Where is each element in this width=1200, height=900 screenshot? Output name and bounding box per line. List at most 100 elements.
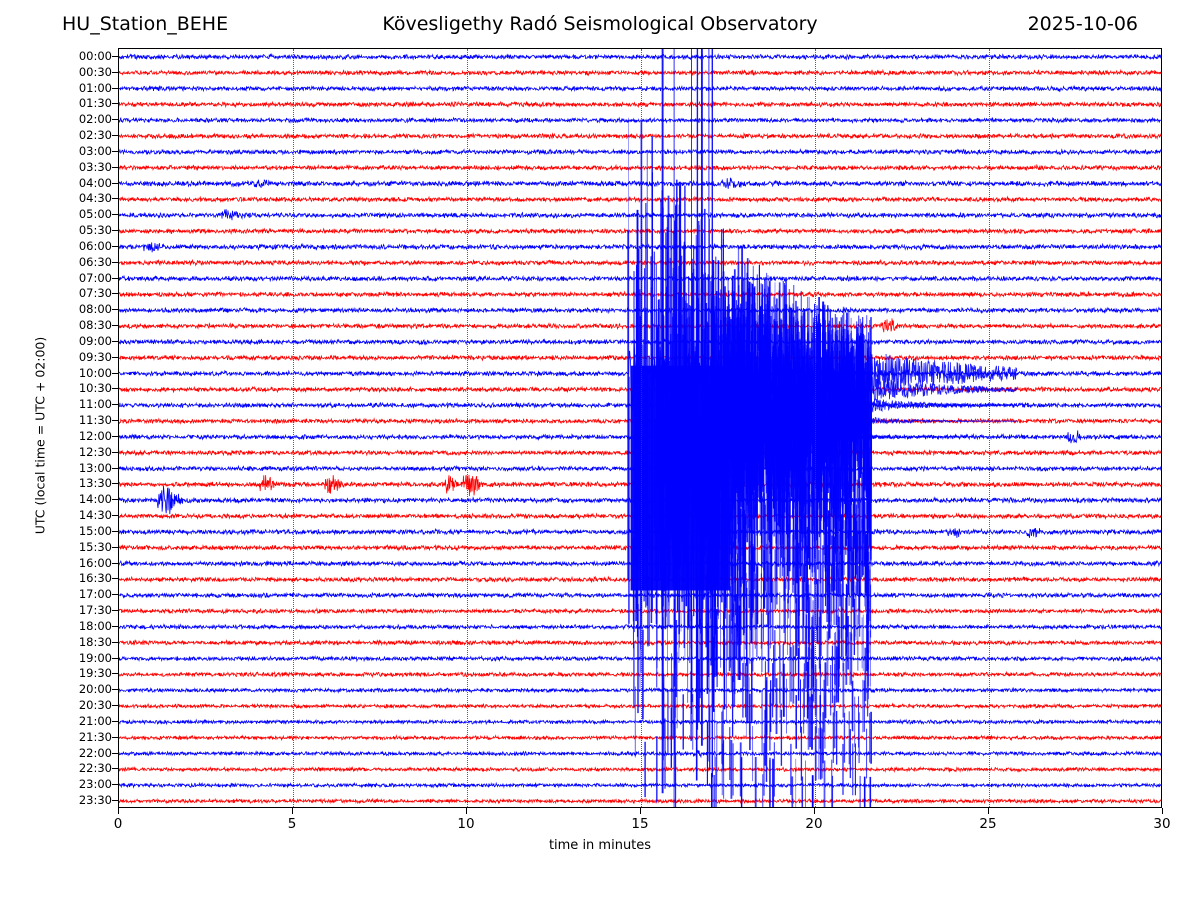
- x-tick-mark-20: [814, 808, 815, 814]
- y-tick-mark-30: [112, 530, 119, 532]
- trace-2030: [119, 702, 1161, 710]
- y-tick-mark-12: [112, 245, 119, 247]
- y-tick-1630: 16:30: [78, 571, 112, 586]
- y-axis-title: UTC (local time = UTC + 02:00): [32, 336, 48, 535]
- y-tick-2030: 20:30: [78, 698, 112, 713]
- y-tick-1600: 16:00: [78, 555, 112, 570]
- x-tick-mark-30: [1162, 808, 1163, 814]
- y-tick-2000: 20:00: [78, 682, 112, 697]
- coda-2: [724, 336, 1017, 477]
- y-tick-mark-20: [112, 372, 119, 374]
- trace-2000: [119, 686, 1161, 694]
- x-tick-mark-5: [292, 808, 293, 814]
- y-tick-mark-8: [112, 182, 119, 184]
- y-tick-1900: 19:00: [78, 650, 112, 665]
- trace-2130: [119, 734, 1161, 742]
- y-tick-0530: 05:30: [78, 223, 112, 238]
- trace-2200: [119, 747, 1161, 759]
- y-tick-0730: 07:30: [78, 286, 112, 301]
- x-axis-title: time in minutes: [548, 838, 652, 853]
- y-tick-mark-46: [112, 784, 119, 786]
- y-tick-1230: 12:30: [78, 444, 112, 459]
- coda-1: [724, 316, 1018, 460]
- y-tick-0900: 09:00: [78, 333, 112, 348]
- y-tick-1130: 11:30: [78, 413, 112, 428]
- y-tick-0600: 06:00: [78, 238, 112, 253]
- y-tick-mark-31: [112, 546, 119, 548]
- trace-2300: [119, 781, 1161, 789]
- y-tick-mark-1: [112, 71, 119, 73]
- y-tick-mark-23: [112, 420, 119, 422]
- y-tick-2200: 22:00: [78, 745, 112, 760]
- trace-2100: [119, 718, 1161, 726]
- y-tick-1930: 19:30: [78, 666, 112, 681]
- coda-3: [724, 353, 1017, 486]
- y-tick-1800: 18:00: [78, 618, 112, 633]
- y-tick-mark-22: [112, 404, 119, 406]
- x-tick-10: 10: [457, 816, 475, 832]
- trace-0130: [119, 100, 1161, 109]
- trace-0600: [119, 242, 1161, 253]
- helicorder-plot[interactable]: [118, 48, 1162, 808]
- y-tick-0000: 00:00: [78, 48, 112, 63]
- y-tick-mark-34: [112, 594, 119, 596]
- y-tick-0700: 07:00: [78, 270, 112, 285]
- y-tick-1200: 12:00: [78, 428, 112, 443]
- y-tick-0200: 02:00: [78, 112, 112, 127]
- y-tick-0330: 03:30: [78, 159, 112, 174]
- y-tick-1730: 17:30: [78, 603, 112, 618]
- y-tick-mark-2: [112, 87, 119, 89]
- y-tick-0300: 03:00: [78, 143, 112, 158]
- y-tick-mark-43: [112, 736, 119, 738]
- trace-0330: [119, 163, 1161, 172]
- y-tick-mark-16: [112, 309, 119, 311]
- y-tick-mark-26: [112, 467, 119, 469]
- y-tick-0130: 01:30: [78, 96, 112, 111]
- grid-line-10: [467, 49, 468, 807]
- y-tick-mark-6: [112, 150, 119, 152]
- y-tick-1830: 18:30: [78, 634, 112, 649]
- y-tick-mark-14: [112, 277, 119, 279]
- y-tick-mark-13: [112, 261, 119, 263]
- trace-0430: [119, 195, 1161, 204]
- y-tick-mark-3: [112, 103, 119, 105]
- trace-0030: [119, 68, 1161, 77]
- plot-clip-area: [119, 49, 1161, 807]
- grid-line-15: [641, 49, 642, 807]
- y-tick-mark-19: [112, 356, 119, 358]
- y-tick-mark-29: [112, 515, 119, 517]
- trace-0230: [119, 132, 1161, 140]
- y-tick-1700: 17:00: [78, 587, 112, 602]
- y-tick-1530: 15:30: [78, 539, 112, 554]
- x-tick-25: 25: [979, 816, 997, 832]
- y-tick-mark-42: [112, 720, 119, 722]
- y-tick-1030: 10:30: [78, 381, 112, 396]
- y-tick-2100: 21:00: [78, 713, 112, 728]
- y-tick-mark-45: [112, 768, 119, 770]
- x-tick-5: 5: [287, 816, 297, 832]
- trace-0700: [119, 274, 1161, 283]
- x-tick-15: 15: [631, 816, 649, 832]
- y-tick-mark-36: [112, 625, 119, 627]
- date-label: 2025-10-06: [1027, 13, 1138, 35]
- y-tick-mark-47: [112, 800, 119, 802]
- y-tick-mark-0: [112, 55, 119, 57]
- y-tick-mark-40: [112, 689, 119, 691]
- y-tick-mark-4: [112, 119, 119, 121]
- y-tick-2130: 21:30: [78, 729, 112, 744]
- y-tick-1500: 15:00: [78, 523, 112, 538]
- y-tick-1330: 13:30: [78, 476, 112, 491]
- y-tick-1000: 10:00: [78, 365, 112, 380]
- trace-0530: [119, 227, 1161, 235]
- y-tick-mark-35: [112, 610, 119, 612]
- coda-4: [724, 373, 1017, 504]
- y-tick-mark-11: [112, 230, 119, 232]
- trace-2230: [119, 765, 1161, 773]
- y-tick-mark-44: [112, 752, 119, 754]
- y-tick-2300: 23:00: [78, 777, 112, 792]
- y-tick-0630: 06:30: [78, 254, 112, 269]
- x-tick-mark-25: [988, 808, 989, 814]
- major-event-overlay: [627, 49, 1018, 807]
- y-tick-2330: 23:30: [78, 793, 112, 808]
- y-tick-0430: 04:30: [78, 191, 112, 206]
